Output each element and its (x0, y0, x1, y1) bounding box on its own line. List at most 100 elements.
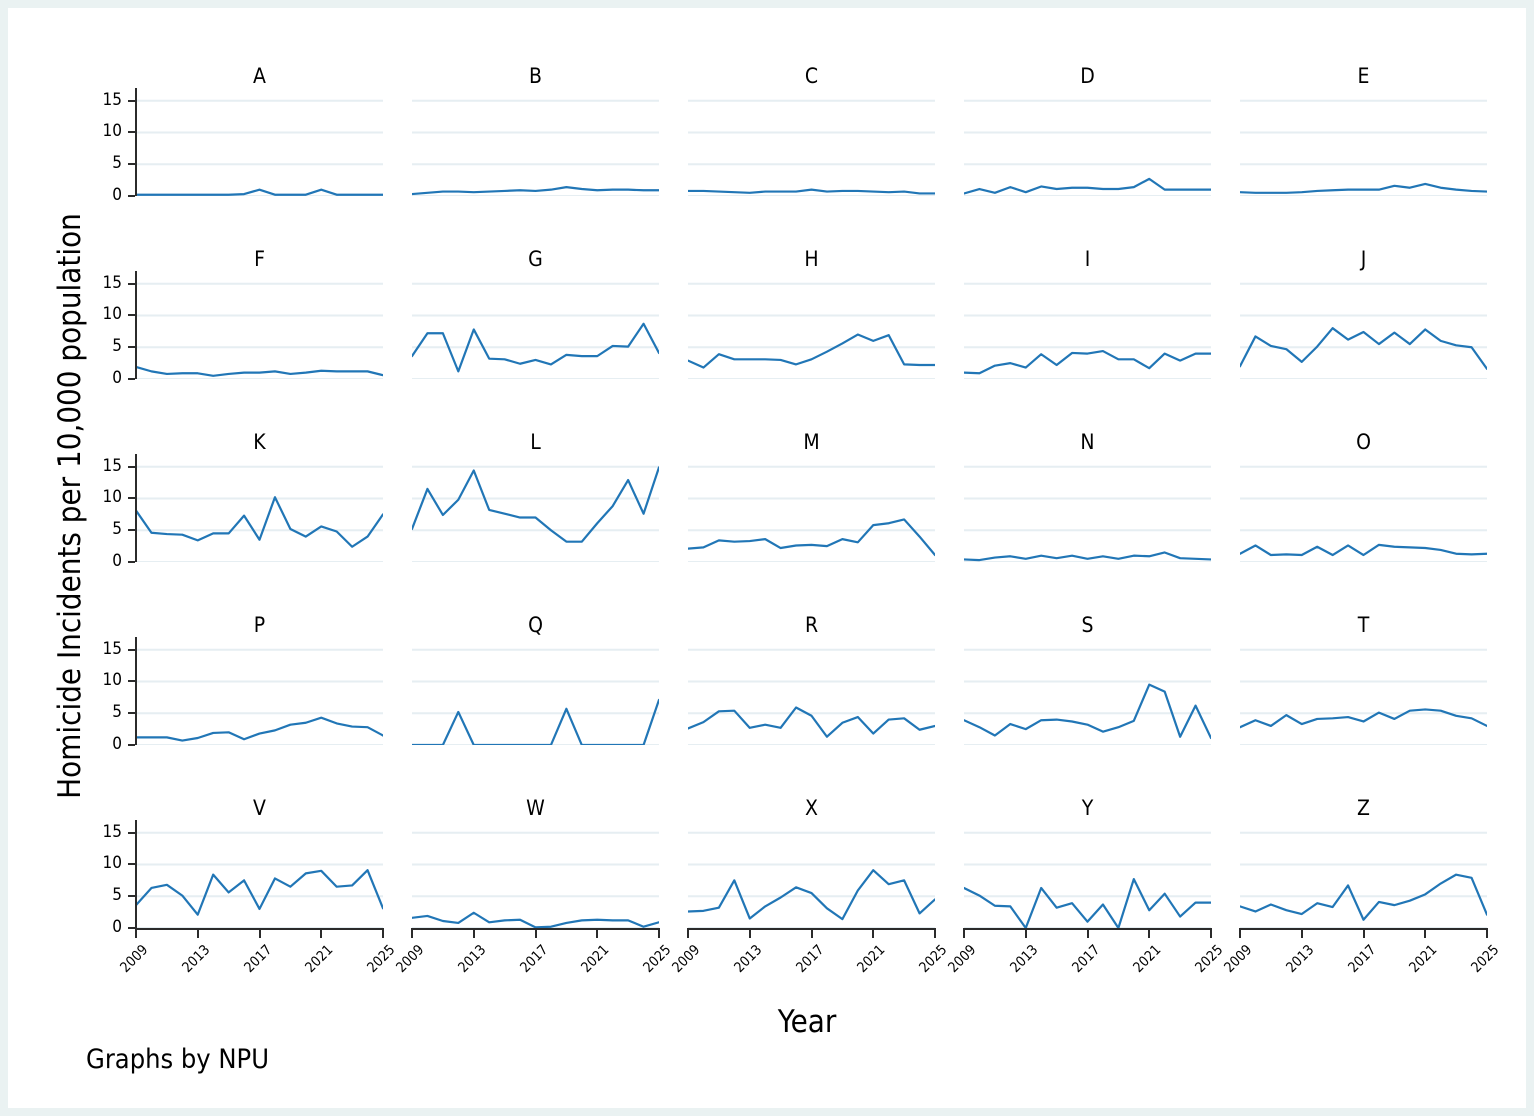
x-tick-label: 2009 (1221, 942, 1256, 976)
y-tick-label: 15 (102, 638, 122, 659)
data-series-line (688, 333, 935, 369)
y-tick-label: 5 (112, 336, 122, 357)
y-tick-mark (128, 378, 135, 380)
x-axis-title: Year (8, 1004, 1526, 1040)
x-tick-mark (135, 930, 137, 938)
y-tick-mark (128, 895, 135, 898)
x-axis-line (687, 928, 936, 930)
x-tick-mark (1210, 930, 1212, 938)
x-tick-mark (1486, 930, 1488, 938)
series-plot (412, 99, 659, 196)
series-plot (964, 648, 1211, 745)
x-tick-label: 2013 (731, 942, 766, 976)
x-tick-mark (1362, 930, 1365, 938)
data-series-line (1240, 708, 1487, 729)
panel-title: E (1357, 64, 1370, 88)
data-series-line (136, 869, 383, 916)
series-plot (688, 648, 935, 745)
x-tick-mark (534, 930, 537, 938)
x-tick-label: 2009 (945, 942, 980, 976)
data-series-line (136, 188, 383, 196)
y-tick-mark (128, 163, 135, 166)
y-tick-label: 5 (112, 702, 122, 723)
x-tick-label: 2009 (117, 942, 152, 976)
x-tick-mark (382, 930, 384, 938)
x-tick-label: 2017 (516, 942, 551, 976)
data-series-line (688, 188, 935, 195)
series-plot (1240, 831, 1487, 928)
y-tick-label: 10 (102, 670, 122, 691)
panel-title: Z (1357, 796, 1370, 820)
x-axis-line (1239, 928, 1488, 930)
panel-title: S (1081, 613, 1094, 637)
plot-area (136, 271, 383, 379)
data-series-line (964, 877, 1211, 928)
data-series-line (1240, 543, 1487, 557)
graphs-by-note: Graphs by NPU (86, 1044, 269, 1075)
x-tick-label: 2021 (578, 942, 613, 976)
series-plot (136, 465, 383, 562)
series-plot (688, 99, 935, 196)
y-axis-line (135, 820, 137, 928)
y-tick-label: 0 (112, 185, 122, 205)
x-tick-mark (963, 930, 965, 938)
data-series-line (412, 322, 659, 373)
chart-canvas: Homicide Incidents per 10,000 population… (8, 8, 1526, 1108)
plot-area (412, 271, 659, 379)
panel-title: B (529, 64, 542, 88)
x-tick-mark (472, 930, 475, 938)
x-tick-label: 2025 (1192, 942, 1227, 976)
panel-title: K (253, 430, 266, 454)
series-plot (1240, 465, 1487, 562)
y-tick-mark (128, 712, 135, 715)
data-series-line (412, 911, 659, 928)
plot-area (964, 88, 1211, 196)
y-tick-label: 5 (112, 885, 122, 906)
x-tick-label: 2025 (640, 942, 675, 976)
x-tick-label: 2009 (393, 942, 428, 976)
y-axis-line (135, 88, 137, 196)
x-tick-label: 2013 (455, 942, 490, 976)
data-series-line (136, 716, 383, 742)
y-tick-label: 0 (112, 368, 122, 388)
y-tick-label: 10 (102, 304, 122, 325)
plot-area (412, 820, 659, 928)
data-series-line (964, 683, 1211, 740)
x-tick-label: 2025 (1468, 942, 1503, 976)
series-plot (1240, 99, 1487, 196)
x-tick-mark (1024, 930, 1027, 938)
y-tick-label: 15 (102, 821, 122, 842)
plot-area (136, 820, 383, 928)
x-tick-mark (687, 930, 689, 938)
panel-title: J (1360, 247, 1367, 271)
y-tick-mark (128, 282, 135, 285)
plot-area (1240, 271, 1487, 379)
x-axis-line (963, 928, 1212, 930)
panel-title: L (530, 430, 541, 454)
x-tick-label: 2021 (302, 942, 337, 976)
x-tick-mark (1300, 930, 1303, 938)
series-plot (964, 282, 1211, 379)
series-plot (1240, 282, 1487, 379)
plot-area (688, 271, 935, 379)
data-series-line (688, 706, 935, 738)
panel-title: D (1080, 64, 1095, 88)
x-tick-label: 2025 (916, 942, 951, 976)
x-tick-label: 2009 (669, 942, 704, 976)
series-plot (412, 831, 659, 928)
plot-area (412, 88, 659, 196)
x-tick-label: 2017 (1068, 942, 1103, 976)
plot-area (688, 88, 935, 196)
y-tick-label: 10 (102, 121, 122, 142)
series-plot (688, 465, 935, 562)
data-series-line (1240, 182, 1487, 194)
plot-area (136, 637, 383, 745)
plot-area (412, 637, 659, 745)
x-tick-label: 2013 (1283, 942, 1318, 976)
x-tick-mark (596, 930, 599, 938)
plot-area (136, 454, 383, 562)
panel-title: P (253, 613, 266, 637)
x-tick-label: 2021 (1130, 942, 1165, 976)
data-series-line (688, 869, 935, 921)
panel-title: A (253, 64, 266, 88)
